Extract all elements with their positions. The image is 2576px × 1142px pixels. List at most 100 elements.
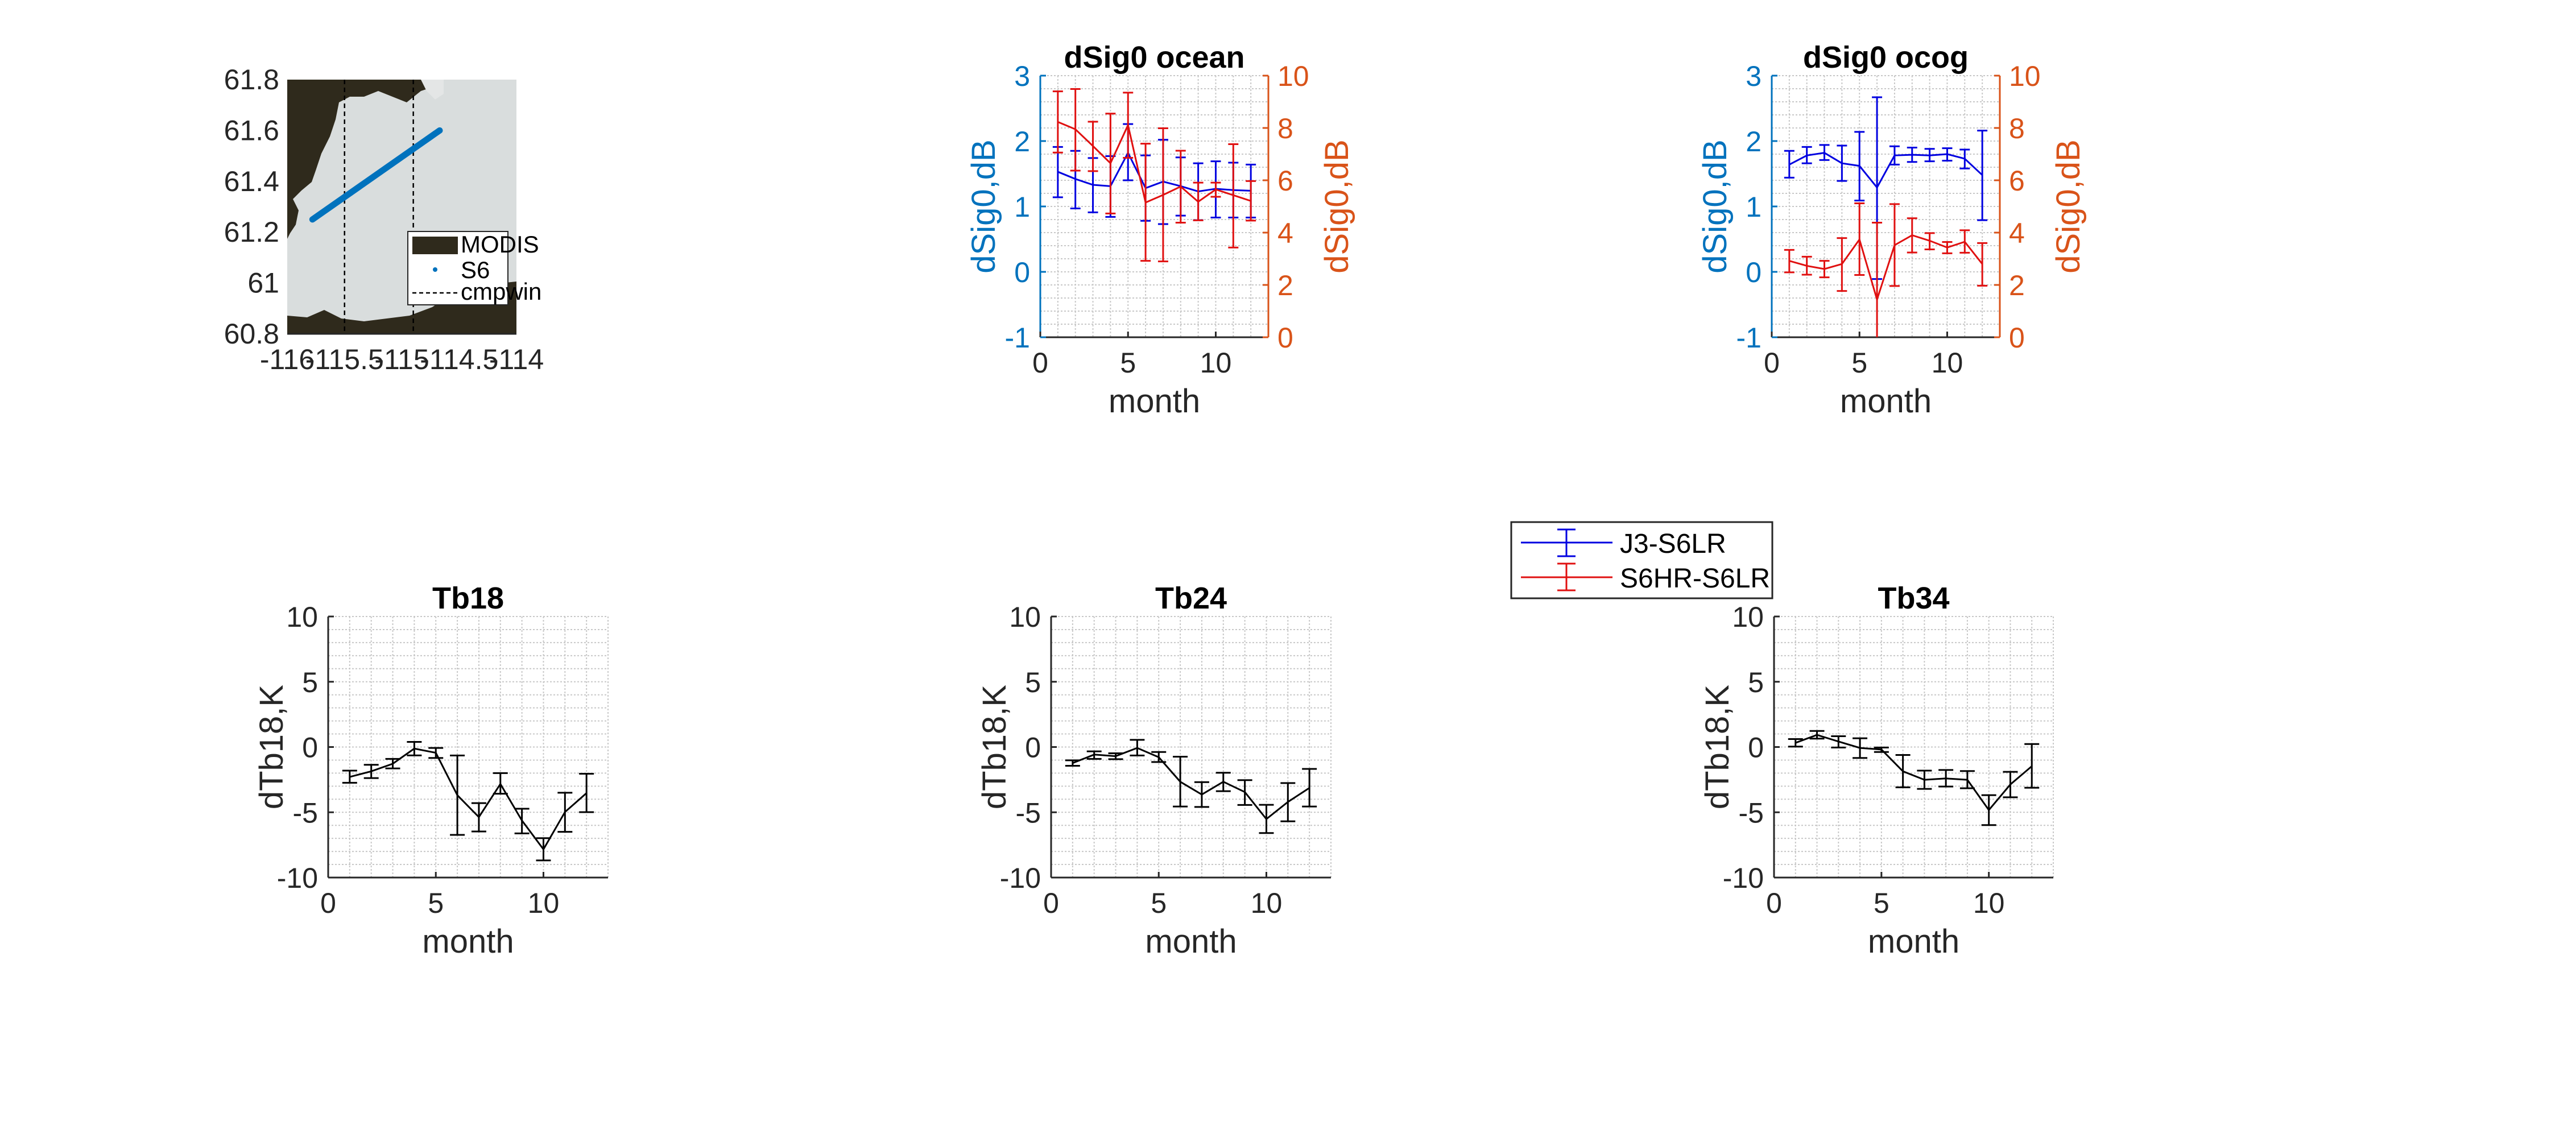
errorbar-month-9	[514, 808, 530, 834]
errorbar-month-12	[579, 773, 594, 813]
x-tick-label: 0	[1764, 347, 1780, 379]
panel-title: Tb24	[1155, 581, 1227, 615]
y-tick-label: 61.8	[224, 64, 279, 96]
y-tick-label-right: 2	[1277, 270, 1293, 301]
errorbar-month-8	[493, 772, 508, 795]
errorbar-month-7	[1889, 145, 1900, 165]
y-tick-label-right: 2	[2009, 270, 2025, 301]
x-tick-label: -116	[260, 344, 315, 375]
errorbar-month-7	[1889, 203, 1900, 287]
errorbar-month-5	[1123, 92, 1134, 159]
y-tick-label: 10	[286, 601, 318, 633]
y-tick-label: 0	[302, 732, 318, 764]
errorbar-month-2	[1809, 730, 1825, 740]
y-tick-label: 1	[1014, 191, 1030, 223]
errorbar-month-4	[1837, 144, 1847, 182]
errorbar-month-10	[1942, 241, 1953, 254]
errorbar-month-2	[1086, 750, 1102, 760]
errorbar-month-8	[1907, 217, 1917, 254]
errorbar-month-10	[1942, 147, 1953, 162]
errorbar-month-12	[1977, 242, 1988, 287]
y-axis-label: dTb18,K	[1699, 685, 1736, 810]
x-tick-label: -115.5	[305, 344, 384, 375]
errorbar-month-9	[1193, 181, 1204, 221]
modis-swatch	[412, 237, 458, 254]
legend-entry-j3-s6lr: J3-S6LR	[1521, 528, 1726, 559]
x-axis-label: month	[1840, 383, 1932, 420]
y-tick-label: 0	[1025, 732, 1041, 764]
land-northwest	[287, 80, 438, 239]
panel-tb18: 0 5 10 -10 -5 0 5 10 Tb18 month dTb18,K	[253, 581, 609, 960]
series-dtb	[1065, 739, 1317, 834]
errorbar-month-1	[1784, 150, 1794, 179]
legend-label-s6: S6	[461, 256, 490, 283]
series-line	[1789, 152, 1983, 189]
y-tick-label: 2	[1746, 126, 1762, 158]
y-tick-label: 0	[1746, 256, 1762, 288]
series-j3-s6lr	[1052, 123, 1256, 225]
errorbar-month-12	[1246, 180, 1256, 222]
errorbar-month-7	[1194, 781, 1209, 808]
x-axis-label: month	[1109, 383, 1200, 420]
grid	[1772, 75, 2000, 337]
errorbar-month-10	[1259, 804, 1274, 834]
ice-patch	[421, 80, 444, 100]
series-dtb	[342, 741, 594, 862]
y-axis-label-right: dSig0,dB	[1318, 139, 1355, 273]
errorbar-month-9	[1237, 779, 1252, 806]
y-tick-label-right: 6	[1277, 165, 1293, 197]
errorbar-month-5	[1874, 746, 1889, 753]
y-tick-label-right: 4	[1277, 217, 1293, 249]
errorbar-month-6	[1895, 754, 1911, 788]
errorbar-month-2	[1801, 255, 1812, 276]
legend-label-j3-s6lr: J3-S6LR	[1620, 529, 1726, 559]
errorbar-month-8	[1175, 150, 1186, 224]
y-axis-label: dTb18,K	[976, 685, 1013, 810]
errorbar-month-2	[1070, 88, 1081, 172]
y-tick-label: 61.6	[224, 114, 279, 146]
y-tick-label: 3	[1746, 60, 1762, 92]
errorbar-month-6	[450, 754, 465, 836]
x-tick-label: 10	[1200, 347, 1232, 379]
x-tick-label: -114	[489, 344, 544, 375]
errorbar-month-7	[471, 802, 486, 833]
legend-label-s6hr-s6lr: S6HR-S6LR	[1620, 564, 1770, 594]
grid	[1774, 616, 2054, 878]
y-tick-label-right: 6	[2009, 165, 2025, 197]
errorbar-month-12	[1977, 130, 1988, 221]
errorbar-month-2	[1801, 146, 1812, 164]
x-tick-label: -115	[374, 344, 429, 375]
series-line	[349, 747, 588, 851]
x-tick-label: 5	[1874, 887, 1889, 919]
y-tick-label-right: 0	[1277, 322, 1293, 354]
shared-legend: J3-S6LR S6HR-S6LR	[1510, 521, 1773, 599]
y-tick-label-right: 8	[2009, 113, 2025, 144]
y-tick-label: -10	[1723, 862, 1764, 894]
y-tick-label: -10	[277, 862, 318, 894]
errorbar-month-6	[1872, 222, 1883, 337]
y-tick-label: 0	[1014, 256, 1030, 288]
errorbar-month-1	[1788, 738, 1803, 748]
y-tick-label: 5	[1748, 667, 1764, 698]
y-tick-label: 61	[247, 267, 279, 299]
errorbar-month-12	[1302, 768, 1317, 808]
errorbar-month-8	[1907, 147, 1917, 163]
errorbar-month-6	[1173, 755, 1188, 808]
legend-entry-s6hr-s6lr: S6HR-S6LR	[1521, 562, 1770, 594]
errorbar-month-3	[1108, 752, 1123, 760]
errorbar-month-9	[1959, 770, 1975, 789]
y-tick-label-right: 8	[1277, 113, 1293, 144]
errorbar-month-4	[407, 741, 422, 756]
series-line	[1057, 121, 1251, 204]
errorbar-month-10	[1210, 181, 1221, 198]
y-axis-label: dTb18,K	[253, 685, 290, 810]
errorbar-month-3	[385, 758, 400, 769]
errorbar-month-9	[1924, 148, 1935, 163]
y-tick-label: 5	[302, 667, 318, 698]
series-line	[1795, 734, 2033, 812]
x-tick-label: 0	[1043, 887, 1059, 919]
y-tick-label: 60.8	[224, 318, 279, 350]
